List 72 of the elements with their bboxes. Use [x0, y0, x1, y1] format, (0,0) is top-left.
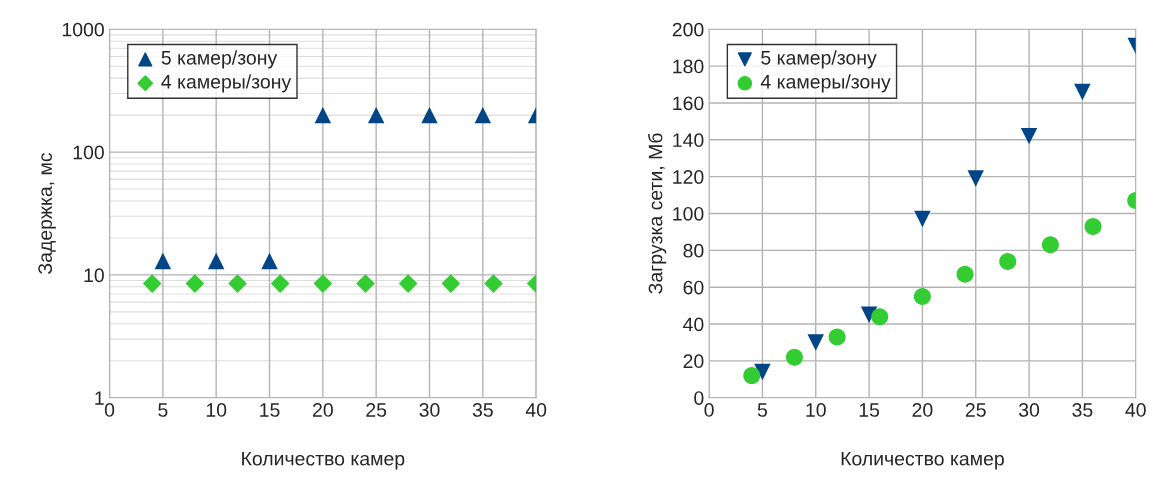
y-tick-label: 200: [672, 22, 704, 37]
x-tick-label: 0: [104, 403, 115, 417]
point: [807, 334, 824, 351]
y-tick-label: 10: [84, 268, 104, 283]
point: [956, 265, 974, 283]
point: [871, 308, 889, 326]
y-tick-label: 1000: [62, 22, 104, 37]
y-tick-label: 100: [673, 206, 704, 221]
y-tick-label: 40: [683, 317, 704, 332]
point: [484, 274, 503, 293]
y-axis-title: Загрузка сети, Мб: [647, 133, 667, 294]
legend-label: 4 камеры/зону: [760, 74, 891, 93]
y-tick-label: 60: [683, 280, 704, 295]
point: [313, 274, 333, 293]
point: [314, 106, 332, 124]
x-tick-label: 35: [1072, 403, 1093, 417]
point: [1074, 83, 1091, 101]
y-tick-label: 20: [683, 354, 704, 369]
x-tick-label: 5: [757, 403, 768, 417]
x-tick-label: 5: [158, 403, 168, 417]
point: [785, 348, 803, 366]
x-tick-label: 15: [859, 403, 880, 417]
x-tick-label: 0: [704, 403, 714, 417]
point: [228, 274, 247, 293]
point: [1020, 127, 1038, 145]
point: [913, 287, 931, 305]
point: [1041, 236, 1059, 254]
point: [270, 274, 290, 293]
point: [999, 252, 1017, 270]
legend-label: 4 камеры/зону: [161, 74, 292, 93]
point: [207, 252, 225, 270]
x-tick-label: 35: [472, 403, 493, 417]
point: [154, 252, 172, 270]
y-tick-label: 80: [683, 243, 704, 258]
point: [743, 367, 761, 385]
legend-label: 5 камер/зону: [161, 50, 278, 69]
point: [828, 328, 846, 346]
x-tick-label: 20: [912, 403, 933, 417]
x-tick-label: 25: [366, 403, 387, 417]
point: [754, 363, 771, 381]
legend-label: 5 камер/зону: [761, 50, 877, 69]
point: [967, 170, 984, 187]
x-axis-title: Количество камер: [841, 451, 1004, 470]
point: [261, 252, 278, 270]
y-tick-label: 100: [73, 145, 104, 160]
point: [142, 274, 162, 293]
x-tick-label: 30: [419, 403, 440, 417]
x-tick-label: 40: [525, 403, 547, 417]
point: [367, 106, 385, 124]
y-tick-label: 1: [95, 391, 104, 405]
y-axis-title: Задержка, мс: [38, 152, 56, 274]
y-tick-label: 120: [673, 170, 704, 184]
y-tick-label: 0: [694, 391, 704, 405]
x-tick-label: 25: [965, 403, 986, 417]
point: [474, 106, 492, 124]
point: [1084, 217, 1102, 235]
x-tick-label: 30: [1018, 403, 1040, 417]
x-tick-label: 15: [260, 403, 280, 417]
point: [185, 274, 205, 293]
y-tick-label: 180: [673, 59, 704, 74]
x-tick-label: 40: [1125, 403, 1146, 417]
y-tick-label: 160: [673, 96, 704, 111]
x-axis-title: Количество камер: [242, 451, 405, 470]
y-tick-label: 140: [673, 133, 704, 148]
point: [421, 106, 438, 124]
point: [356, 274, 375, 293]
point: [441, 274, 461, 293]
point: [914, 210, 931, 228]
point: [398, 274, 418, 293]
x-tick-label: 10: [206, 403, 227, 417]
x-tick-label: 10: [806, 403, 826, 417]
x-tick-label: 20: [313, 403, 333, 417]
